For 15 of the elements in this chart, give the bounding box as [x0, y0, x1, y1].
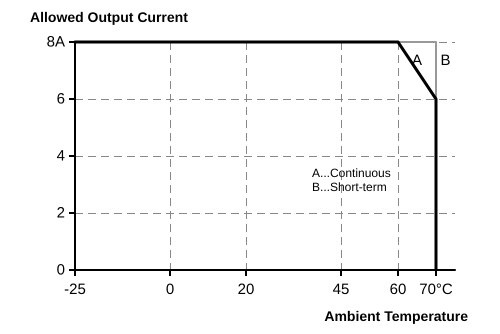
x-tick-label: 20 [238, 281, 254, 298]
y-tick-label: 2 [56, 204, 65, 222]
x-axis-title: Ambient Temperature [324, 308, 468, 324]
x-tick-label: 0 [166, 281, 174, 298]
y-tick-label: 6 [56, 90, 65, 108]
y-tick-label: 8A [46, 34, 65, 50]
annotation: A...Continuous B...Short-term [312, 166, 391, 194]
y-tick-label: 4 [56, 148, 65, 164]
x-tick-label: 45 [332, 281, 350, 298]
y-tick-label: 0 [56, 262, 65, 278]
x-tick-label: 60 [390, 281, 406, 298]
x-tick-label: 70°C [419, 281, 453, 298]
annotation: B [440, 52, 451, 70]
y-axis-title: Allowed Output Current [30, 9, 188, 25]
x-tick-label: -25 [64, 281, 86, 298]
